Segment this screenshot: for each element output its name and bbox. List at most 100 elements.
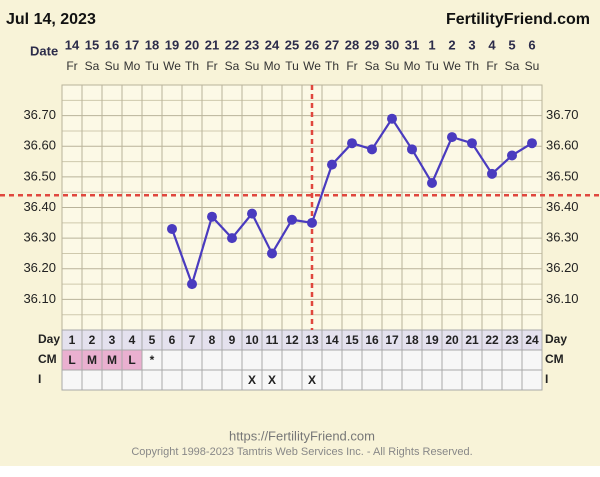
y-tick-label: 36.10 bbox=[23, 291, 56, 306]
intercourse-value: X bbox=[268, 373, 276, 387]
weekday-label: Sa bbox=[225, 59, 240, 73]
day-row-label-right: Day bbox=[545, 332, 567, 346]
intercourse-cell bbox=[401, 369, 423, 391]
weekday-label: Su bbox=[245, 59, 260, 73]
intercourse-cell bbox=[461, 369, 483, 391]
cm-cell bbox=[401, 349, 423, 371]
intercourse-cell bbox=[441, 369, 463, 391]
date-label: 18 bbox=[145, 37, 159, 52]
temperature-point bbox=[267, 248, 277, 259]
day-value: 22 bbox=[485, 333, 499, 347]
cm-cell bbox=[261, 349, 283, 371]
intercourse-cell bbox=[341, 369, 363, 391]
cm-cell bbox=[521, 349, 543, 371]
intercourse-cell bbox=[161, 369, 183, 391]
weekday-label: Su bbox=[525, 59, 540, 73]
temperature-point bbox=[287, 214, 297, 225]
intercourse-cell bbox=[181, 369, 203, 391]
day-value: 11 bbox=[266, 333, 279, 347]
day-value: 12 bbox=[285, 333, 299, 347]
day-value: 16 bbox=[365, 333, 379, 347]
cm-cell bbox=[241, 349, 263, 371]
cm-cell bbox=[421, 349, 443, 371]
day-value: 24 bbox=[525, 333, 539, 347]
date-label: 1 bbox=[428, 37, 435, 52]
cm-cell bbox=[381, 349, 403, 371]
y-tick-label-right: 36.50 bbox=[546, 168, 579, 183]
date-label: 5 bbox=[508, 37, 515, 52]
intercourse-cell bbox=[201, 369, 223, 391]
weekday-label: Fr bbox=[206, 59, 217, 73]
copyright: Copyright 1998-2023 Tamtris Web Services… bbox=[131, 446, 472, 458]
intercourse-cell bbox=[501, 369, 523, 391]
weekday-label: Th bbox=[325, 59, 339, 73]
y-tick-label: 36.50 bbox=[23, 168, 56, 183]
cm-value: * bbox=[150, 353, 155, 367]
weekday-label: Fr bbox=[346, 59, 357, 73]
weekday-label: Fr bbox=[486, 59, 497, 73]
intercourse-cell bbox=[521, 369, 543, 391]
chart-date: Jul 14, 2023 bbox=[6, 11, 96, 28]
cm-cell bbox=[481, 349, 503, 371]
day-value: 23 bbox=[505, 333, 519, 347]
temperature-point bbox=[207, 211, 217, 222]
cm-value: L bbox=[128, 353, 135, 367]
temperature-point bbox=[227, 233, 237, 244]
temperature-point bbox=[387, 113, 397, 124]
weekday-label: Tu bbox=[285, 59, 299, 73]
date-label: 19 bbox=[165, 37, 179, 52]
temperature-point bbox=[407, 144, 417, 155]
cm-cell bbox=[361, 349, 383, 371]
temperature-point bbox=[527, 138, 537, 149]
date-label: 3 bbox=[468, 37, 475, 52]
intercourse-cell bbox=[281, 369, 303, 391]
intercourse-cell bbox=[141, 369, 163, 391]
day-value: 5 bbox=[149, 333, 156, 347]
date-label: 31 bbox=[405, 37, 419, 52]
y-tick-label: 36.60 bbox=[23, 138, 56, 153]
y-tick-label: 36.40 bbox=[23, 199, 56, 214]
weekday-label: Su bbox=[385, 59, 400, 73]
cm-cell bbox=[221, 349, 243, 371]
day-value: 4 bbox=[129, 333, 136, 347]
y-tick-label: 36.20 bbox=[23, 260, 56, 275]
weekday-label: Mo bbox=[404, 59, 421, 73]
date-label: 24 bbox=[265, 37, 280, 52]
date-label: 2 bbox=[448, 37, 455, 52]
date-label: 17 bbox=[125, 37, 139, 52]
cm-row-label: CM bbox=[38, 352, 57, 366]
intercourse-cell bbox=[381, 369, 403, 391]
temperature-point bbox=[247, 208, 257, 219]
date-label: 22 bbox=[225, 37, 239, 52]
date-label: 25 bbox=[285, 37, 299, 52]
intercourse-cell bbox=[81, 369, 103, 391]
date-label: 6 bbox=[528, 37, 535, 52]
y-tick-label: 36.70 bbox=[23, 107, 56, 122]
intercourse-cell bbox=[361, 369, 383, 391]
date-label: 21 bbox=[205, 37, 219, 52]
y-tick-label-right: 36.10 bbox=[546, 291, 579, 306]
temperature-point bbox=[367, 144, 377, 155]
weekday-label: Th bbox=[185, 59, 199, 73]
day-value: 13 bbox=[305, 333, 319, 347]
date-label: 27 bbox=[325, 37, 339, 52]
cm-value: M bbox=[107, 353, 117, 367]
temperature-point bbox=[327, 159, 337, 170]
intercourse-cell bbox=[61, 369, 83, 391]
date-label: 28 bbox=[345, 37, 359, 52]
weekday-label: Th bbox=[465, 59, 479, 73]
temperature-point bbox=[467, 138, 477, 149]
y-tick-label-right: 36.40 bbox=[546, 199, 579, 214]
y-tick-label: 36.30 bbox=[23, 230, 56, 245]
y-tick-label-right: 36.70 bbox=[546, 107, 579, 122]
intercourse-row-label-right: I bbox=[545, 372, 548, 386]
cm-cell bbox=[461, 349, 483, 371]
date-label: 16 bbox=[105, 37, 119, 52]
intercourse-value: X bbox=[308, 373, 316, 387]
footer-url: https://FertilityFriend.com bbox=[229, 428, 375, 443]
date-label: Date bbox=[30, 43, 58, 58]
y-tick-label-right: 36.30 bbox=[546, 230, 579, 245]
day-value: 8 bbox=[209, 333, 216, 347]
weekday-label: Mo bbox=[124, 59, 141, 73]
